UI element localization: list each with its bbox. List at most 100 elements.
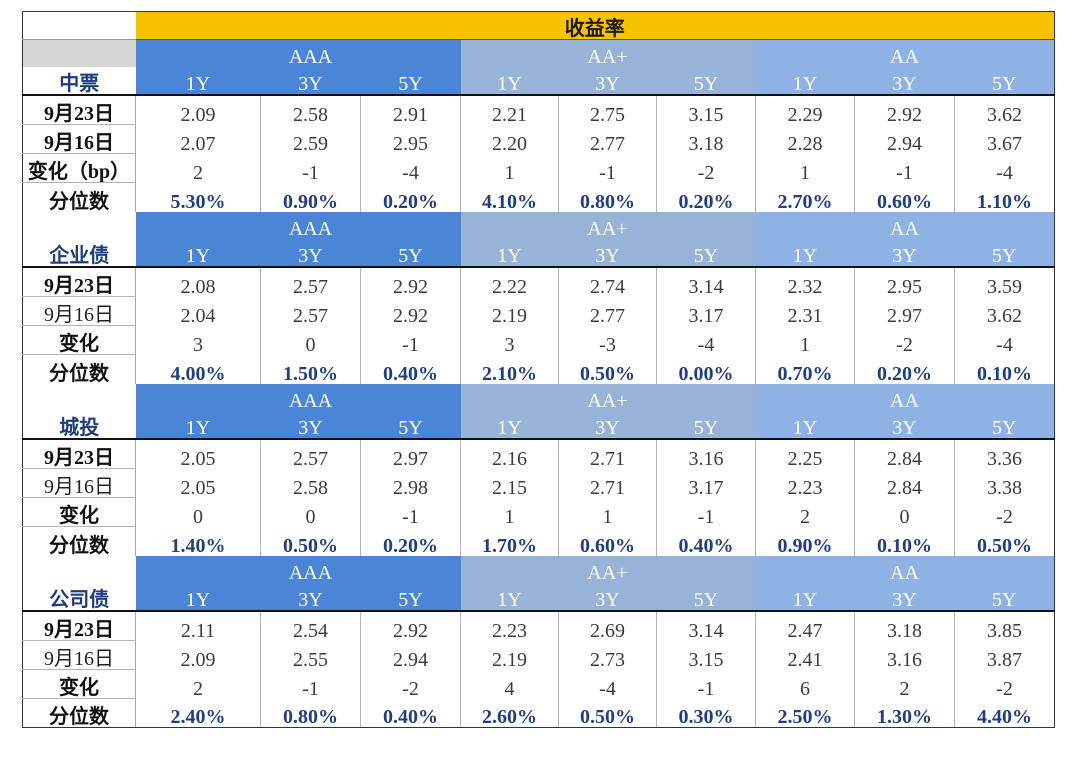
value-cell: 3.87: [953, 640, 1056, 670]
tenor-label: 5Y: [360, 582, 461, 611]
value-cell: -1: [656, 669, 756, 699]
percentile-cell: 0.10%: [854, 526, 955, 556]
value-cell: 3.17: [656, 468, 756, 498]
section-name: 城投: [22, 410, 136, 439]
value-cell: 2.75: [558, 93, 657, 125]
row-label: 分位数: [22, 354, 136, 384]
section-header-tenors: 中票 1Y 3Y 5Y 1Y 3Y 5Y 1Y 3Y 5Y: [22, 66, 1056, 95]
table-row: 变化 0 0 -1 1 1 -1 2 0 -2: [22, 497, 1056, 527]
title-row: 收益率: [22, 11, 1056, 40]
table-row: 变化 2 -1 -2 4 -4 -1 6 2 -2: [22, 669, 1056, 699]
percentile-cell: 0.30%: [656, 698, 756, 728]
percentile-cell: 4.40%: [953, 698, 1056, 728]
tenor-label: 1Y: [755, 238, 855, 267]
rating-group-cell: [954, 211, 1056, 239]
value-cell: 0: [260, 497, 361, 527]
rating-group-label: AA+: [558, 39, 657, 67]
value-cell: 2.57: [260, 437, 361, 469]
tenor-label: 3Y: [558, 238, 657, 267]
value-cell: 2.71: [558, 437, 657, 469]
value-cell: 2.92: [360, 609, 461, 641]
tenor-label: 5Y: [656, 410, 756, 439]
row-label: 9月16日: [22, 296, 136, 326]
value-cell: 2.77: [558, 124, 657, 154]
rating-group-label: AAA: [260, 39, 361, 67]
value-cell: 2.84: [854, 437, 955, 469]
percentile-cell: 2.40%: [135, 698, 261, 728]
tenor-label: 1Y: [135, 238, 261, 267]
tenor-label: 1Y: [460, 582, 559, 611]
corner-cell: [22, 11, 136, 40]
row-label: 9月23日: [22, 93, 136, 125]
percentile-cell: 0.70%: [755, 354, 855, 384]
value-cell: -3: [558, 325, 657, 355]
value-cell: 2.94: [854, 124, 955, 154]
row-label: 9月23日: [22, 437, 136, 469]
percentile-cell: 1.30%: [854, 698, 955, 728]
tenor-label: 3Y: [260, 410, 361, 439]
tenor-label: 1Y: [460, 66, 559, 95]
value-cell: 2.09: [135, 640, 261, 670]
table-row: 9月16日 2.07 2.59 2.95 2.20 2.77 3.18 2.28 2.94 3.6…: [22, 124, 1056, 154]
value-cell: 3: [135, 325, 261, 355]
value-cell: 2.22: [460, 265, 559, 297]
percentile-cell: 0.50%: [260, 526, 361, 556]
value-cell: 2.23: [755, 468, 855, 498]
value-cell: -2: [854, 325, 955, 355]
rating-group-cell: [954, 383, 1056, 411]
rating-group-cell: [360, 555, 461, 583]
percentile-cell: 0.80%: [260, 698, 361, 728]
percentile-cell: 0.90%: [755, 526, 855, 556]
value-cell: 2: [135, 153, 261, 183]
rating-group-cell: [360, 383, 461, 411]
value-cell: -1: [360, 497, 461, 527]
tenor-label: 5Y: [954, 410, 1056, 439]
value-cell: 3.62: [953, 93, 1056, 125]
percentile-cell: 1.40%: [135, 526, 261, 556]
table-row: 9月23日 2.09 2.58 2.91 2.21 2.75 3.15 2.29 2.92 3.6…: [22, 93, 1056, 125]
percentile-cell: 0.50%: [953, 526, 1056, 556]
percentile-cell: 1.70%: [460, 526, 559, 556]
tenor-label: 1Y: [135, 410, 261, 439]
row-label: 9月16日: [22, 124, 136, 154]
value-cell: 3.59: [953, 265, 1056, 297]
value-cell: 2.92: [854, 93, 955, 125]
value-cell: 3.67: [953, 124, 1056, 154]
value-cell: 3.18: [656, 124, 756, 154]
rating-group-cell: [656, 383, 756, 411]
table-row: 变化（bp） 2 -1 -4 1 -1 -2 1 -1 -4: [22, 153, 1056, 183]
value-cell: 0: [135, 497, 261, 527]
value-cell: 2.71: [558, 468, 657, 498]
value-cell: 3.16: [656, 437, 756, 469]
table-row: 分位数 1.40% 0.50% 0.20% 1.70% 0.60% 0.40% 0.90% 0.…: [22, 526, 1056, 556]
value-cell: 2.77: [558, 296, 657, 326]
rating-group-label: AA: [854, 39, 955, 67]
table-row: 9月23日 2.08 2.57 2.92 2.22 2.74 3.14 2.32 2.95 3.5…: [22, 265, 1056, 297]
value-cell: 2.31: [755, 296, 855, 326]
value-cell: 3.36: [953, 437, 1056, 469]
value-cell: 2.57: [260, 296, 361, 326]
percentile-cell: 0.40%: [656, 526, 756, 556]
value-cell: 2.23: [460, 609, 559, 641]
value-cell: 2.84: [854, 468, 955, 498]
value-cell: -4: [953, 325, 1056, 355]
percentile-cell: 0.50%: [558, 354, 657, 384]
value-cell: 2.92: [360, 265, 461, 297]
section-label-spacer: [22, 383, 136, 411]
table-row: 9月23日 2.11 2.54 2.92 2.23 2.69 3.14 2.47 3.18 3.8…: [22, 609, 1056, 641]
value-cell: 2.55: [260, 640, 361, 670]
rating-group-cell: [460, 39, 559, 67]
table-row: 分位数 5.30% 0.90% 0.20% 4.10% 0.80% 0.20% 2.70% 0.…: [22, 182, 1056, 212]
value-cell: 1: [755, 325, 855, 355]
rating-group-label: AAA: [260, 211, 361, 239]
rating-group-cell: [360, 39, 461, 67]
value-cell: 2.16: [460, 437, 559, 469]
section-label-spacer: [22, 39, 136, 67]
value-cell: 1: [755, 153, 855, 183]
value-cell: 2.92: [360, 296, 461, 326]
value-cell: 2.19: [460, 296, 559, 326]
table-row: 分位数 4.00% 1.50% 0.40% 2.10% 0.50% 0.00% 0.70% 0.…: [22, 354, 1056, 384]
rating-group-label: AA+: [558, 555, 657, 583]
tenor-label: 3Y: [558, 582, 657, 611]
rating-group-cell: [755, 39, 855, 67]
